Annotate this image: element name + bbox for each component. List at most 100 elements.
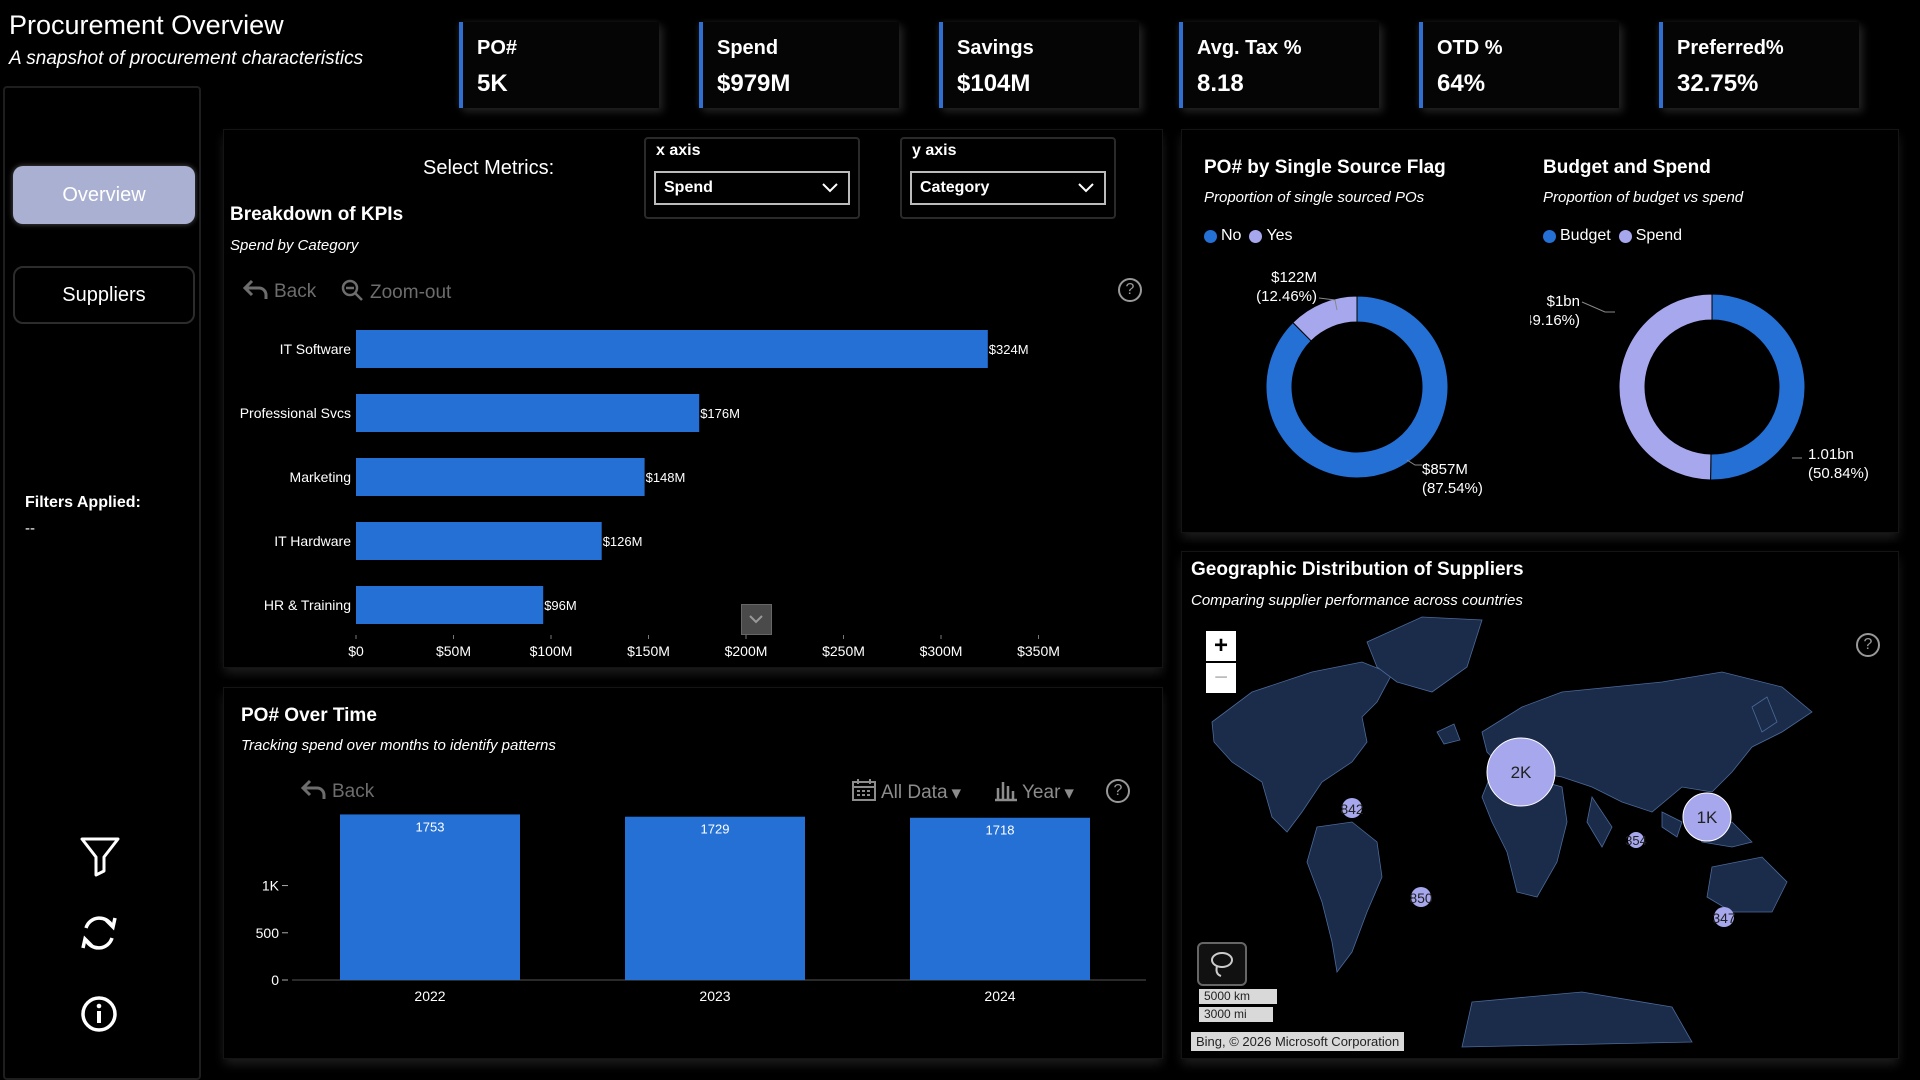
category-label: HR & Training — [264, 597, 351, 613]
legend-dot-budget — [1543, 229, 1556, 243]
donut-slice — [1710, 293, 1806, 481]
bar-chart-icon — [994, 778, 1018, 808]
x-tick-label: $0 — [348, 643, 364, 659]
help-icon[interactable]: ? — [1856, 633, 1880, 657]
budget-spend-subtitle: Proportion of budget vs spend — [1543, 189, 1744, 206]
bubble-india[interactable] — [1628, 832, 1644, 848]
map-bubbles — [1342, 737, 1734, 927]
slice-value-label: $122M — [1271, 269, 1317, 286]
bar — [340, 814, 520, 980]
bubble-north-america[interactable] — [1342, 798, 1362, 818]
y-axis-slicer: y axis Category — [900, 137, 1116, 219]
calendar-icon — [851, 778, 877, 808]
world-map[interactable]: 2K 1K 842 850 354 347 — [1192, 612, 1892, 1052]
left-nav-pane — [3, 86, 201, 1080]
po-over-time-subtitle: Tracking spend over months to identify p… — [241, 737, 556, 754]
back-arrow-icon — [242, 278, 268, 306]
geo-title: Geographic Distribution of Suppliers — [1191, 559, 1524, 580]
x-tick-label: 2023 — [699, 988, 730, 1004]
kpi-value: $979M — [717, 70, 791, 97]
zoom-out-button[interactable]: Zoom-out — [340, 278, 451, 308]
x-axis-dropdown-value: Spend — [664, 179, 713, 196]
x-axis-label: x axis — [656, 142, 701, 159]
kpi-label: Savings — [957, 37, 1034, 59]
overview-button[interactable]: Overview — [13, 166, 195, 224]
year-label: Year — [1022, 782, 1061, 803]
map-scale-mi: 3000 mi — [1199, 1007, 1273, 1022]
y-tick-label: 500 — [256, 925, 280, 941]
bubble-label: 354 — [1625, 833, 1647, 848]
x-axis-slicer: x axis Spend — [644, 137, 860, 219]
y-tick-label: 0 — [271, 972, 279, 988]
legend-label-yes: Yes — [1266, 227, 1293, 244]
x-axis-dropdown[interactable]: Spend — [654, 171, 850, 205]
single-source-donut: $122M (12.46%) $857M (87.54%) — [1256, 269, 1483, 497]
slice-pct-label: (87.54%) — [1422, 480, 1483, 497]
category-label: IT Software — [280, 341, 352, 357]
budget-spend-title: Budget and Spend — [1543, 157, 1711, 178]
back-label: Back — [332, 781, 375, 802]
kpi-card-spend: Spend $979M — [699, 22, 899, 108]
y-tick-label: 1K — [262, 878, 280, 894]
caret-down-icon: ▾ — [1064, 782, 1074, 804]
bar-value-label: $148M — [646, 470, 686, 485]
scroll-down-button[interactable] — [741, 604, 772, 635]
help-icon[interactable]: ? — [1106, 779, 1130, 803]
x-tick-label: $200M — [725, 643, 768, 659]
suppliers-button[interactable]: Suppliers — [13, 266, 195, 324]
back-button[interactable]: Back — [242, 278, 316, 306]
info-icon[interactable] — [80, 995, 118, 1033]
kpi-card-po: PO# 5K — [459, 22, 659, 108]
single-source-legend: No Yes — [1204, 227, 1293, 245]
bubble-australia[interactable] — [1714, 907, 1734, 927]
kpi-value: $104M — [957, 70, 1031, 97]
bubble-europe[interactable] — [1486, 737, 1556, 807]
filters-applied-label: Filters Applied: — [25, 494, 141, 511]
back-button[interactable]: Back — [300, 778, 374, 806]
map-zoom-in-button[interactable]: + — [1206, 631, 1236, 661]
x-tick-label: $350M — [1017, 643, 1060, 659]
year-dropdown[interactable]: Year ▾ — [994, 778, 1074, 808]
bubble-asia[interactable] — [1682, 792, 1732, 842]
bar — [356, 586, 544, 624]
spend-by-category-chart: IT Software $324M Professional Svcs $176M Ma… — [240, 330, 1060, 659]
bar-value-label: 1753 — [416, 819, 445, 834]
bar-value-label: 1729 — [701, 822, 730, 837]
category-label: Professional Svcs — [240, 405, 351, 421]
legend-dot-yes — [1249, 229, 1263, 243]
kpi-label: PO# — [477, 37, 518, 59]
bar-value-label: $176M — [700, 406, 740, 421]
category-label: Marketing — [290, 469, 351, 485]
all-data-label: All Data — [881, 782, 948, 803]
kpi-card-preferred: Preferred% 32.75% — [1659, 22, 1859, 108]
kpi-value: 5K — [477, 70, 508, 97]
help-icon[interactable]: ? — [1118, 278, 1142, 302]
y-axis-label: y axis — [912, 142, 957, 159]
refresh-icon[interactable] — [78, 912, 120, 954]
lasso-icon — [1199, 952, 1245, 988]
map-attribution: Bing, © 2026 Microsoft Corporation — [1191, 1032, 1405, 1051]
legend-label-spend: Spend — [1635, 227, 1682, 244]
filter-icon[interactable] — [79, 835, 121, 879]
bubble-label: 842 — [1340, 801, 1364, 817]
bar — [356, 330, 988, 368]
x-tick-label: $300M — [920, 643, 963, 659]
kpi-label: Preferred% — [1677, 37, 1784, 59]
slice-value-label: 1.01bn — [1808, 446, 1854, 463]
map-zoom-out-button[interactable]: − — [1206, 663, 1236, 693]
legend-dot-no — [1204, 229, 1217, 243]
x-tick-label: $150M — [627, 643, 670, 659]
lasso-select-button[interactable] — [1197, 942, 1247, 986]
slice-pct-label: (50.84%) — [1808, 465, 1869, 482]
all-data-dropdown[interactable]: All Data ▾ — [851, 778, 961, 808]
po-over-time-title: PO# Over Time — [241, 705, 377, 726]
bubble-south-america[interactable] — [1411, 887, 1431, 907]
bar — [356, 394, 700, 432]
kpi-label: OTD % — [1437, 37, 1503, 59]
single-source-subtitle: Proportion of single sourced POs — [1204, 189, 1425, 206]
bar-value-label: 1718 — [986, 823, 1015, 838]
caret-down-icon: ▾ — [951, 782, 962, 804]
y-axis-dropdown[interactable]: Category — [910, 171, 1106, 205]
leader-line — [1581, 301, 1615, 313]
single-source-title: PO# by Single Source Flag — [1204, 157, 1446, 178]
